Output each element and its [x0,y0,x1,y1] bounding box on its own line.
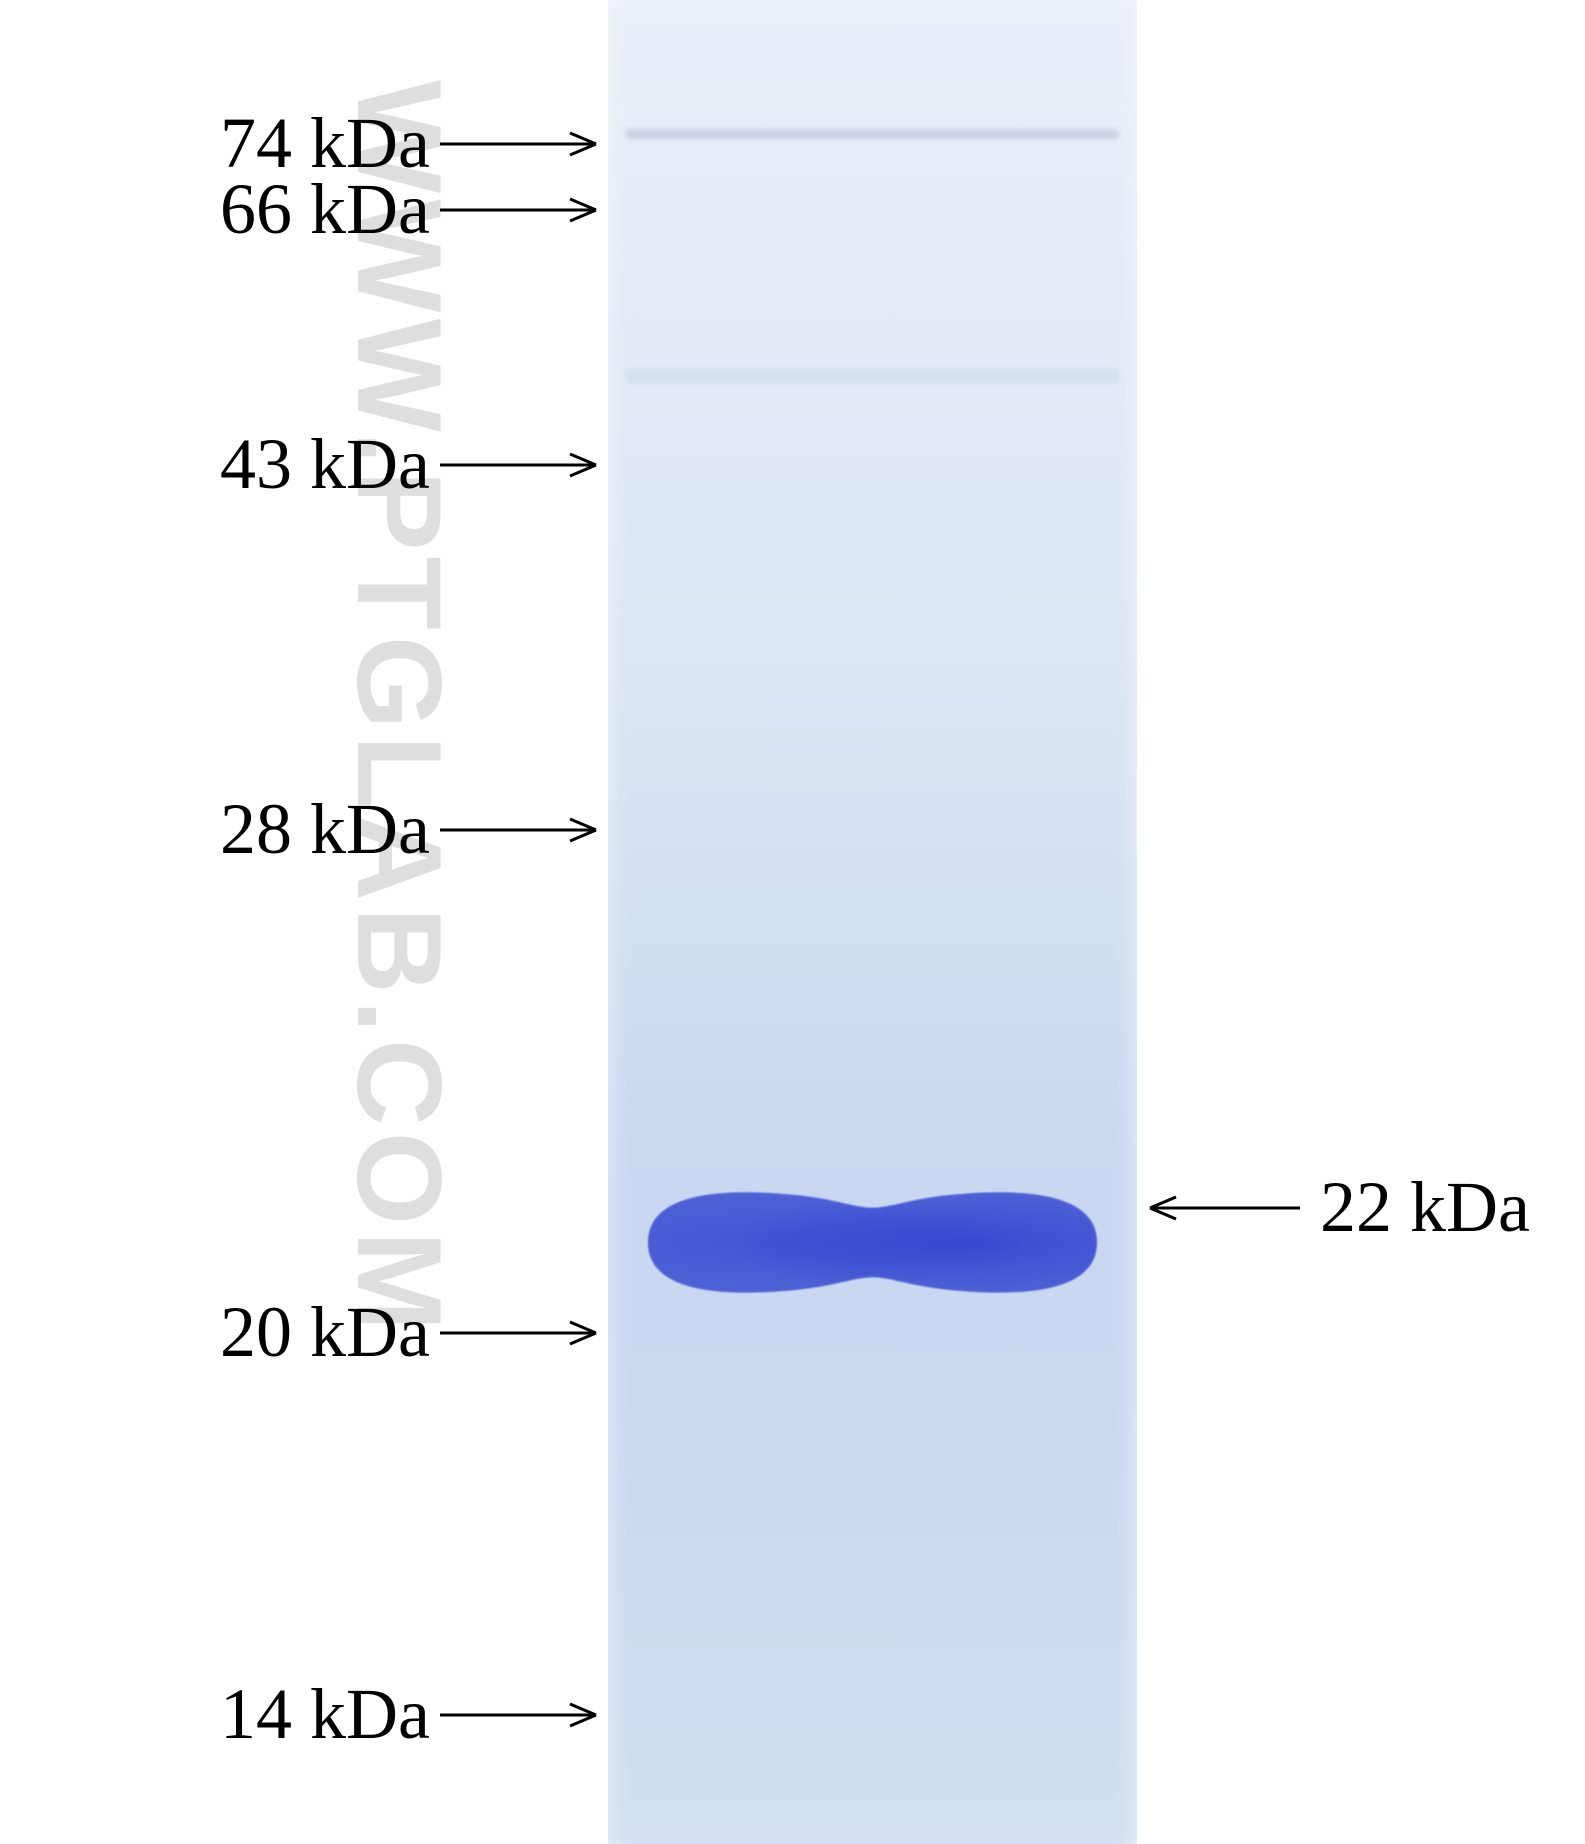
watermark-text: WWW.PTGLAB.COM [330,80,468,1780]
marker-left-2-arrow-icon [438,450,598,480]
marker-left-0-arrow-icon [438,129,598,159]
marker-left-5-label: 14 kDa [220,1673,430,1756]
marker-left-2-label: 43 kDa [220,423,430,506]
main-band [618,1189,1127,1296]
marker-left-5-arrow-icon [438,1700,598,1730]
gel-figure: WWW.PTGLAB.COM 74 kDa 66 kDa [0,0,1585,1844]
marker-left-4-label: 20 kDa [220,1291,430,1374]
marker-right-0-arrow-icon [1148,1193,1302,1223]
marker-left-4-arrow-icon [438,1318,598,1348]
marker-left-1-arrow-icon [438,195,598,225]
marker-left-3-label: 28 kDa [220,788,430,871]
gel-lane-fill [608,0,1137,1844]
marker-left-1-label: 66 kDa [220,168,430,251]
faint-band-1 [626,369,1119,383]
gel-lane [608,0,1137,1844]
marker-right-0-label: 22 kDa [1320,1166,1530,1249]
faint-band-0 [626,129,1119,139]
marker-left-3-arrow-icon [438,815,598,845]
